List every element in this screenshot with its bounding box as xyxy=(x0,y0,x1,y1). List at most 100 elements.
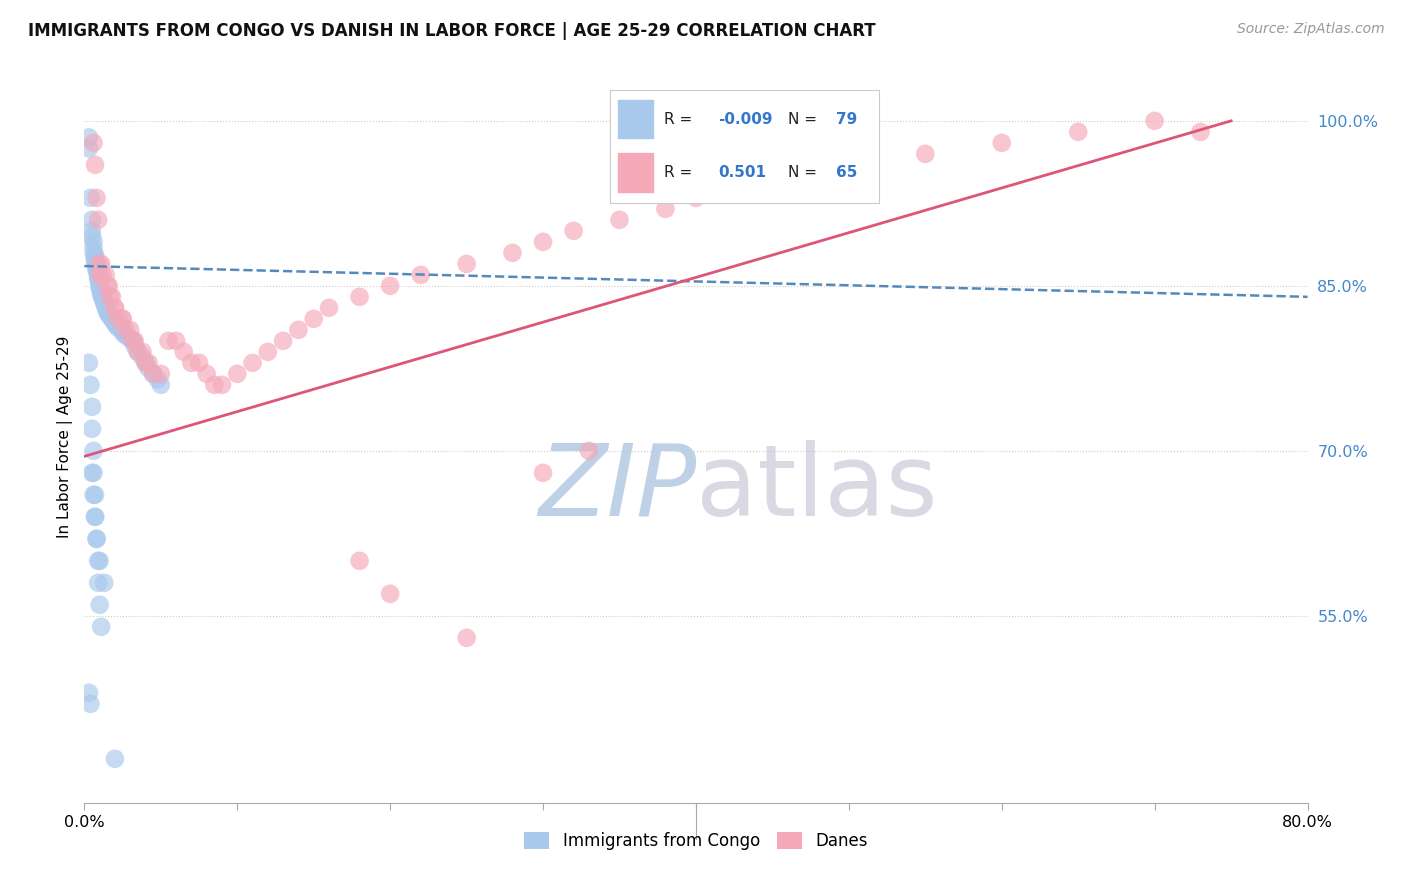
Point xyxy=(86,259,108,273)
Point xyxy=(90,287,112,301)
Point xyxy=(138,356,160,370)
Point xyxy=(578,443,600,458)
Point xyxy=(87,575,110,590)
Point xyxy=(202,377,225,392)
Point xyxy=(80,224,103,238)
Point xyxy=(1189,125,1212,139)
Point xyxy=(80,466,103,480)
Point xyxy=(104,301,127,315)
Point xyxy=(91,292,114,306)
Point xyxy=(120,332,142,346)
Point xyxy=(87,270,110,285)
Point xyxy=(127,344,149,359)
Point xyxy=(165,334,187,348)
Point xyxy=(80,212,103,227)
Point xyxy=(180,356,202,370)
Point xyxy=(84,488,107,502)
Point xyxy=(562,224,585,238)
Point xyxy=(84,250,107,264)
Point xyxy=(83,235,105,249)
Point xyxy=(89,275,111,289)
Point xyxy=(83,245,105,260)
Point xyxy=(114,323,136,337)
Point xyxy=(96,303,118,318)
Point xyxy=(90,285,112,300)
Point xyxy=(91,268,114,282)
Text: Source: ZipAtlas.com: Source: ZipAtlas.com xyxy=(1237,22,1385,37)
Point xyxy=(86,257,108,271)
Point xyxy=(83,240,105,254)
Point xyxy=(86,532,108,546)
Point xyxy=(120,323,142,337)
Point xyxy=(89,257,111,271)
Point xyxy=(84,248,107,262)
Point xyxy=(318,301,340,315)
Point xyxy=(87,212,110,227)
Text: ZIP: ZIP xyxy=(537,440,696,537)
Point xyxy=(97,278,120,293)
Point xyxy=(271,334,294,348)
Point xyxy=(105,318,128,333)
Point xyxy=(138,361,160,376)
Point xyxy=(80,229,103,244)
Point xyxy=(87,266,110,280)
Point xyxy=(79,697,101,711)
Point xyxy=(96,278,118,293)
Point xyxy=(456,257,478,271)
Point xyxy=(104,316,127,330)
Point xyxy=(93,296,115,310)
Point xyxy=(77,686,100,700)
Point xyxy=(409,268,432,282)
Point xyxy=(531,235,554,249)
Point xyxy=(89,277,111,291)
Point xyxy=(84,158,107,172)
Point xyxy=(101,311,124,326)
Legend: Immigrants from Congo, Danes: Immigrants from Congo, Danes xyxy=(517,825,875,856)
Point xyxy=(94,301,117,315)
Text: atlas: atlas xyxy=(696,440,938,537)
Point xyxy=(111,311,134,326)
Point xyxy=(87,268,110,282)
Point xyxy=(142,367,165,381)
Point xyxy=(91,290,114,304)
Point xyxy=(107,311,129,326)
Point xyxy=(90,257,112,271)
Point xyxy=(107,320,129,334)
Point xyxy=(77,141,100,155)
Point xyxy=(90,620,112,634)
Point xyxy=(83,136,105,150)
Point xyxy=(122,334,145,348)
Point xyxy=(112,327,135,342)
Point xyxy=(287,323,309,337)
Point xyxy=(93,575,115,590)
Point xyxy=(90,283,112,297)
Point xyxy=(103,314,125,328)
Point xyxy=(349,554,371,568)
Point xyxy=(302,311,325,326)
Point xyxy=(122,334,145,348)
Point xyxy=(654,202,676,216)
Point xyxy=(257,344,280,359)
Point xyxy=(89,598,111,612)
Point xyxy=(456,631,478,645)
Point xyxy=(111,323,134,337)
Point xyxy=(226,367,249,381)
Point xyxy=(173,344,195,359)
Point xyxy=(77,356,100,370)
Point xyxy=(135,356,157,370)
Point xyxy=(84,509,107,524)
Point xyxy=(124,334,146,348)
Point xyxy=(211,377,233,392)
Point xyxy=(98,310,121,324)
Point xyxy=(94,268,117,282)
Point xyxy=(838,158,860,172)
Point xyxy=(1143,113,1166,128)
Point xyxy=(86,263,108,277)
Point xyxy=(86,532,108,546)
Point xyxy=(685,191,707,205)
Point xyxy=(89,554,111,568)
Point xyxy=(77,130,100,145)
Point xyxy=(131,351,153,365)
Point xyxy=(531,466,554,480)
Point xyxy=(86,261,108,276)
